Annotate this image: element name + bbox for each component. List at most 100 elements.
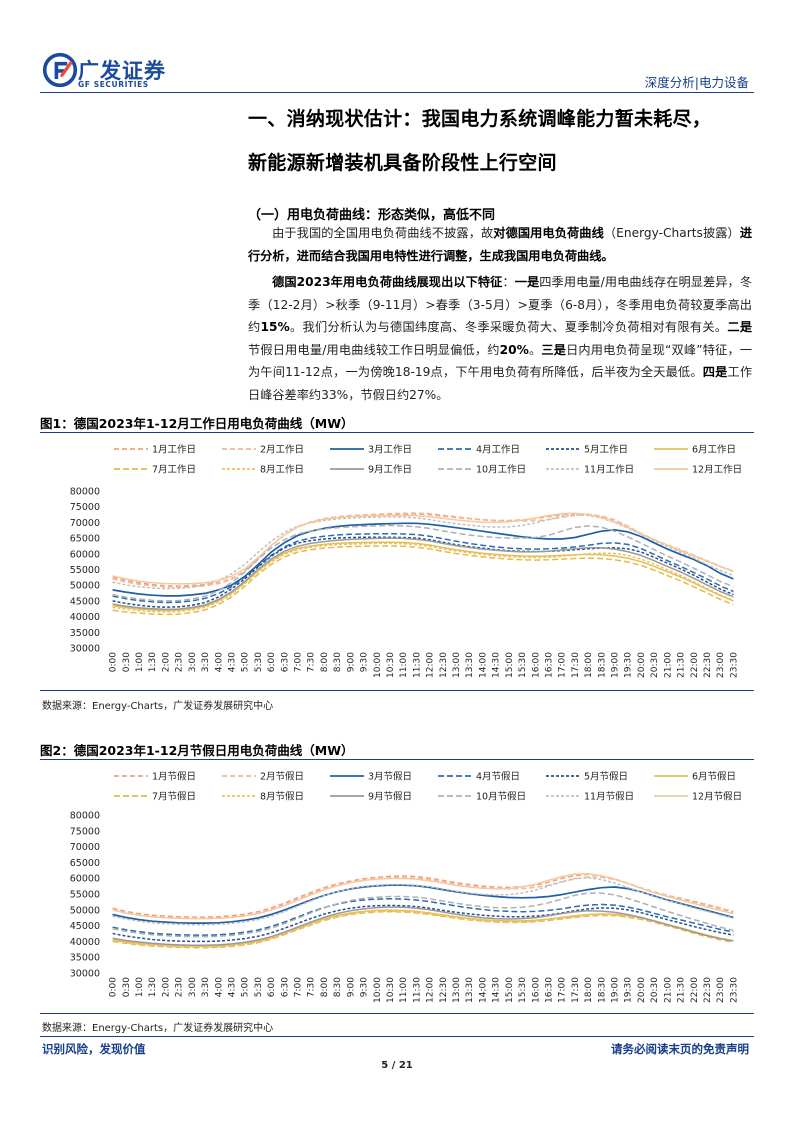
figure1-top-rule: [40, 432, 754, 433]
chart1-legend-item: 12月工作日: [654, 464, 742, 476]
chart1-xtick-label: 1:30: [148, 652, 158, 672]
chart1-xtick-label: 14:00: [478, 652, 488, 678]
chart1-legend-label: 12月工作日: [692, 464, 742, 476]
chart1-series-line: [112, 536, 734, 608]
chart2-xtick-label: 21:00: [663, 977, 673, 1003]
chart1-xtick-label: 0:30: [122, 652, 132, 672]
chart1-series-line: [112, 545, 734, 616]
chart1-ytick-label: 70000: [70, 518, 100, 529]
chart1-xtick-label: 22:30: [703, 652, 713, 678]
chart2-ytick-label: 40000: [70, 937, 100, 948]
chart1-legend-label: 10月工作日: [476, 464, 526, 476]
chart2-xtick-label: 7:00: [294, 977, 304, 997]
figure1-source: 数据来源：Energy-Charts，广发证券发展研究中心: [42, 701, 274, 712]
logo-cn-text: 广发证券: [78, 59, 166, 83]
chart1-xtick-label: 17:30: [571, 652, 581, 678]
chart2-legend-label: 4月节假日: [476, 771, 520, 783]
chart1-legend-item: 11月工作日: [546, 464, 634, 476]
page-number: 5 / 21: [381, 1060, 413, 1071]
chart2-xtick-label: 5:00: [241, 977, 251, 997]
para2-text-h: 节假日用电量/用电曲线较工作日明显偏低，约: [248, 342, 500, 357]
chart1-xtick-label: 3:00: [188, 652, 198, 672]
chart2-xtick-label: 12:30: [439, 977, 449, 1003]
chart2-legend-item: 3月节假日: [330, 771, 412, 783]
chart1-xtick-label: 19:30: [624, 652, 634, 678]
chart2-xtick-label: 14:30: [492, 977, 502, 1003]
chart2-series-line: [112, 873, 734, 918]
chart2-xtick-label: 18:00: [584, 977, 594, 1003]
chart1-xtick-label: 22:00: [690, 652, 700, 678]
paragraph-1: 由于我国的全国用电负荷曲线不披露，故对德国用电负荷曲线（Energy-Chart…: [248, 222, 752, 267]
para2-text-i: 20%: [499, 342, 529, 357]
chart1-legend-item: 5月工作日: [546, 444, 628, 456]
chart2-xtick-label: 20:00: [637, 977, 647, 1003]
chart2-xtick-label: 13:30: [465, 977, 475, 1003]
chart2-xtick-label: 17:00: [558, 977, 568, 1003]
para2-text-a: 德国2023年用电负荷曲线展现出以下特征: [272, 275, 503, 289]
chart2-xtick-label: 13:00: [452, 977, 462, 1003]
chart1-legend-item: 7月工作日: [114, 464, 196, 476]
chart1-xtick-label: 23:00: [716, 652, 726, 678]
chart2-xtick-label: 11:00: [399, 977, 409, 1003]
chart1-series-line: [112, 532, 734, 604]
chart1-series-line: [112, 537, 734, 611]
chart1-xtick-label: 8:00: [320, 652, 330, 672]
para2-text-l: 日内用电负荷呈现“双峰”特征，一为午间11-12点，一为傍晚18-19点，下午用…: [248, 342, 752, 380]
chart1-xtick-label: 10:00: [373, 652, 383, 678]
chart2-xtick-label: 4:00: [214, 977, 224, 997]
chart2-series-line: [112, 877, 734, 926]
chart2-legend-item: 10月节假日: [438, 791, 526, 803]
chart1-ytick-label: 30000: [70, 644, 100, 655]
chart1-legend-item: 8月工作日: [222, 464, 304, 476]
chart1-ytick-label: 50000: [70, 581, 100, 592]
chart2-xtick-label: 10:00: [373, 977, 383, 1003]
chart2-xtick-label: 18:30: [597, 977, 607, 1003]
para2-text-n: 工作日峰谷差率约33%，节假日约27%。: [248, 365, 753, 402]
chart2-legend-label: 1月节假日: [152, 771, 196, 783]
chart1-xtick-label: 9:30: [360, 652, 370, 672]
chart1-xtick-label: 21:30: [677, 652, 687, 678]
chart2-legend-item: 12月节假日: [654, 791, 742, 803]
chart2-xtick-label: 9:30: [360, 977, 370, 997]
para1-text-a: 由于我国的全国用电负荷曲线不披露，故: [272, 226, 494, 240]
para2-text-e: 15%: [260, 320, 290, 334]
section-title-line2: 新能源新增装机具备阶段性上行空间: [248, 152, 557, 174]
chart2-xtick-label: 3:30: [201, 977, 211, 997]
chart1-legend-label: 5月工作日: [584, 444, 628, 456]
chart2-ytick-label: 65000: [70, 858, 100, 869]
chart2-ytick-label: 75000: [70, 826, 100, 837]
chart1-legend-item: 6月工作日: [654, 444, 736, 456]
chart1-series-line: [112, 522, 734, 597]
chart1-xtick-label: 14:30: [492, 652, 502, 678]
chart1-xtick-label: 2:30: [175, 652, 185, 672]
chart2-xtick-label: 21:30: [677, 977, 687, 1003]
para2-text-f: 。我们分析认为与德国纬度高、冬季采暖负荷大、夏季制冷负荷相对有限有关。: [289, 320, 728, 334]
chart1-ytick-label: 40000: [70, 612, 100, 623]
chart1-legend-item: 4月工作日: [438, 444, 520, 456]
chart1-xtick-label: 6:30: [280, 652, 290, 672]
chart2-xtick-label: 6:30: [280, 977, 290, 997]
figure2-chart: 1月节假日 2月节假日 3月节假日 4月节假日 5月节假日 6月节假日 7月节假日 8月节假日…: [40, 763, 754, 1011]
chart2-legend-item: 8月节假日: [222, 791, 304, 803]
chart1-xtick-label: 7:30: [307, 652, 317, 672]
para2-text-b: ：: [502, 275, 515, 289]
chart2-series-line: [112, 897, 734, 936]
chart1-xtick-label: 15:30: [518, 652, 528, 678]
chart2-series-line: [112, 873, 734, 920]
chart2-xtick-label: 9:00: [346, 977, 356, 997]
chart1-xtick-label: 5:30: [254, 652, 264, 672]
chart2-legend-item: 11月节假日: [546, 791, 634, 803]
chart1-xtick-label: 16:30: [544, 652, 554, 678]
section-title-line1: 一、消纳现状估计：我国电力系统调峰能力暂未耗尽，: [248, 108, 712, 130]
chart1-xtick-label: 18:00: [584, 652, 594, 678]
chart2-ytick-label: 50000: [70, 905, 100, 916]
subsection-title: （一）用电负荷曲线：形态类似，高低不同: [248, 208, 496, 223]
chart2-ytick-label: 35000: [70, 953, 100, 964]
para2-text-k: 三是: [541, 342, 567, 357]
chart2-series-line: [112, 904, 734, 943]
chart2-xtick-label: 16:30: [544, 977, 554, 1003]
footer-disclaimer-link[interactable]: 请务必阅读末页的免责声明: [611, 1042, 749, 1056]
chart2-svg: 1月节假日 2月节假日 3月节假日 4月节假日 5月节假日 6月节假日 7月节假日 8月节假日…: [70, 771, 742, 1003]
chart1-ytick-label: 45000: [70, 596, 100, 607]
chart1-legend-label: 7月工作日: [152, 464, 196, 476]
